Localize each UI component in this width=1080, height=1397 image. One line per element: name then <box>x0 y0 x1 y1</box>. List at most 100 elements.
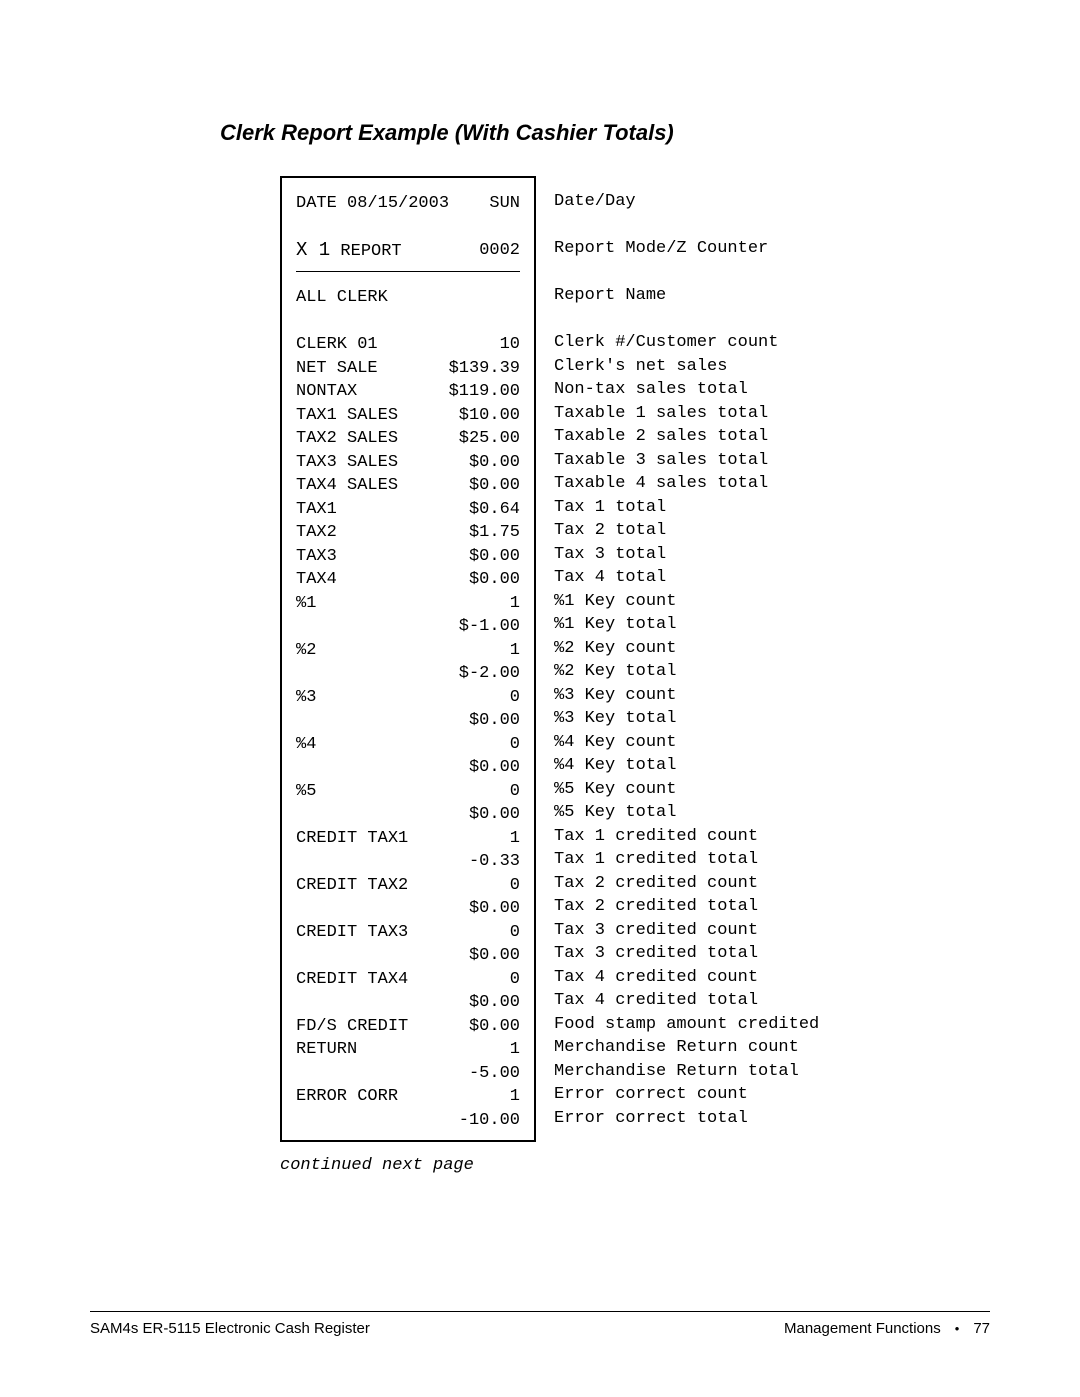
annotation-row: %5 Key total <box>554 801 819 825</box>
receipt-mode-left: X 1 REPORT <box>296 241 402 260</box>
annotation-row: Tax 4 credited count <box>554 966 819 990</box>
receipt-row-left: TAX3 SALES <box>296 454 398 471</box>
receipt-row-left: %3 <box>296 689 316 706</box>
receipt-row: RETURN1 <box>296 1038 520 1062</box>
receipt-row-right: $0.00 <box>469 454 520 471</box>
receipt-row: CREDIT TAX40 <box>296 968 520 992</box>
receipt-row-left: FD/S CREDIT <box>296 1018 408 1035</box>
receipt-row: $0.00 <box>296 944 520 968</box>
receipt-row-right: $0.00 <box>469 1018 520 1035</box>
annotation-date: Date/Day <box>554 190 819 214</box>
receipt-row: -10.00 <box>296 1109 520 1133</box>
annotation-row: Error correct total <box>554 1107 819 1131</box>
receipt-mode-big: X 1 <box>296 239 330 261</box>
receipt-rows: CLERK 0110NET SALE$139.39NONTAX$119.00TA… <box>296 333 520 1132</box>
receipt-row-right: -10.00 <box>459 1112 520 1129</box>
receipt-date-left: DATE 08/15/2003 <box>296 195 449 212</box>
annotation-row: Taxable 1 sales total <box>554 402 819 426</box>
receipt-mode-right: 0002 <box>479 242 520 259</box>
receipt-row-right: 1 <box>510 642 520 659</box>
receipt-divider-row <box>296 263 520 287</box>
receipt-row: CLERK 0110 <box>296 333 520 357</box>
receipt-row-right: 0 <box>510 736 520 753</box>
receipt-row: $0.00 <box>296 709 520 733</box>
receipt-row-left: CREDIT TAX3 <box>296 924 408 941</box>
annotation-row: Clerk #/Customer count <box>554 331 819 355</box>
receipt-row-right: $0.00 <box>469 759 520 776</box>
receipt-row: TAX3$0.00 <box>296 545 520 569</box>
annotation-row: %4 Key total <box>554 754 819 778</box>
section-title: Clerk Report Example (With Cashier Total… <box>220 120 990 146</box>
annotations: Date/Day Report Mode/Z Counter Report Na… <box>536 176 819 1142</box>
annotation-row: Tax 2 total <box>554 519 819 543</box>
annotation-row: %1 Key total <box>554 613 819 637</box>
annotation-row: Tax 2 credited total <box>554 895 819 919</box>
receipt-row-left: %5 <box>296 783 316 800</box>
receipt-row-left: ERROR CORR <box>296 1088 398 1105</box>
receipt-row-right: $0.00 <box>469 947 520 964</box>
receipt-row-right: $10.00 <box>459 407 520 424</box>
receipt-row: NET SALE $139.39 <box>296 357 520 381</box>
annotation-row: Tax 1 credited count <box>554 825 819 849</box>
receipt-row-left: %1 <box>296 595 316 612</box>
annotation-row: Tax 3 total <box>554 543 819 567</box>
receipt-mode-row: X 1 REPORT 0002 <box>296 239 520 263</box>
receipt-row: $0.00 <box>296 991 520 1015</box>
annotation-row: %4 Key count <box>554 731 819 755</box>
annotation-row: Taxable 3 sales total <box>554 449 819 473</box>
receipt-row-right: $0.00 <box>469 900 520 917</box>
receipt-row: %1 1 <box>296 592 520 616</box>
receipt-row: CREDIT TAX20 <box>296 874 520 898</box>
annotation-row: Merchandise Return total <box>554 1060 819 1084</box>
annotation-row: Tax 4 total <box>554 566 819 590</box>
receipt-row-right: $0.00 <box>469 994 520 1011</box>
receipt-row: -0.33 <box>296 850 520 874</box>
receipt-row-left: NET SALE <box>296 360 378 377</box>
footer-page: 77 <box>973 1320 990 1337</box>
receipt-row-left: TAX1 <box>296 501 337 518</box>
receipt-row: -5.00 <box>296 1062 520 1086</box>
receipt-row-right: $139.39 <box>449 360 520 377</box>
footer-rule <box>90 1311 990 1312</box>
receipt-name-left: ALL CLERK <box>296 289 388 306</box>
receipt-row: $0.00 <box>296 897 520 921</box>
receipt-row-right: 10 <box>500 336 520 353</box>
footer-bullet-icon: • <box>955 1321 960 1336</box>
receipt-row: CREDIT TAX30 <box>296 921 520 945</box>
annotation-row: %2 Key count <box>554 637 819 661</box>
footer-line: SAM4s ER-5115 Electronic Cash Register M… <box>90 1320 990 1337</box>
receipt-row-left: RETURN <box>296 1041 357 1058</box>
receipt-row-left: TAX2 SALES <box>296 430 398 447</box>
annotation-rows: Clerk #/Customer countClerk's net salesN… <box>554 331 819 1130</box>
receipt-row-left: TAX2 <box>296 524 337 541</box>
receipt-row: TAX1$0.64 <box>296 498 520 522</box>
report-container: DATE 08/15/2003 SUN X 1 REPORT 0002 ALL … <box>280 176 990 1142</box>
annotation-row: Tax 1 total <box>554 496 819 520</box>
footer-left: SAM4s ER-5115 Electronic Cash Register <box>90 1320 370 1337</box>
receipt-row-right: $0.00 <box>469 548 520 565</box>
receipt-row-right: 0 <box>510 689 520 706</box>
receipt-row: TAX4$0.00 <box>296 568 520 592</box>
receipt-row: %5 0 <box>296 780 520 804</box>
receipt-row-right: 0 <box>510 783 520 800</box>
receipt-row: TAX1 SALES$10.00 <box>296 404 520 428</box>
annotation-row: %3 Key total <box>554 707 819 731</box>
receipt-row: $0.00 <box>296 803 520 827</box>
receipt-row: TAX3 SALES $0.00 <box>296 451 520 475</box>
annotation-row: %2 Key total <box>554 660 819 684</box>
receipt-date-right: SUN <box>489 195 520 212</box>
annotation-row: %5 Key count <box>554 778 819 802</box>
footer-right: Management Functions • 77 <box>784 1320 990 1337</box>
receipt-row-right: $0.00 <box>469 477 520 494</box>
receipt-row: %4 0 <box>296 733 520 757</box>
annotation-row: Tax 3 credited total <box>554 942 819 966</box>
receipt-row-left: TAX4 <box>296 571 337 588</box>
receipt-row-left: CREDIT TAX4 <box>296 971 408 988</box>
receipt-row-right: $1.75 <box>469 524 520 541</box>
receipt: DATE 08/15/2003 SUN X 1 REPORT 0002 ALL … <box>280 176 536 1142</box>
receipt-row-right: -0.33 <box>469 853 520 870</box>
receipt-row-left: %4 <box>296 736 316 753</box>
receipt-row: $0.00 <box>296 756 520 780</box>
receipt-row: $-2.00 <box>296 662 520 686</box>
receipt-row-right: 1 <box>510 595 520 612</box>
